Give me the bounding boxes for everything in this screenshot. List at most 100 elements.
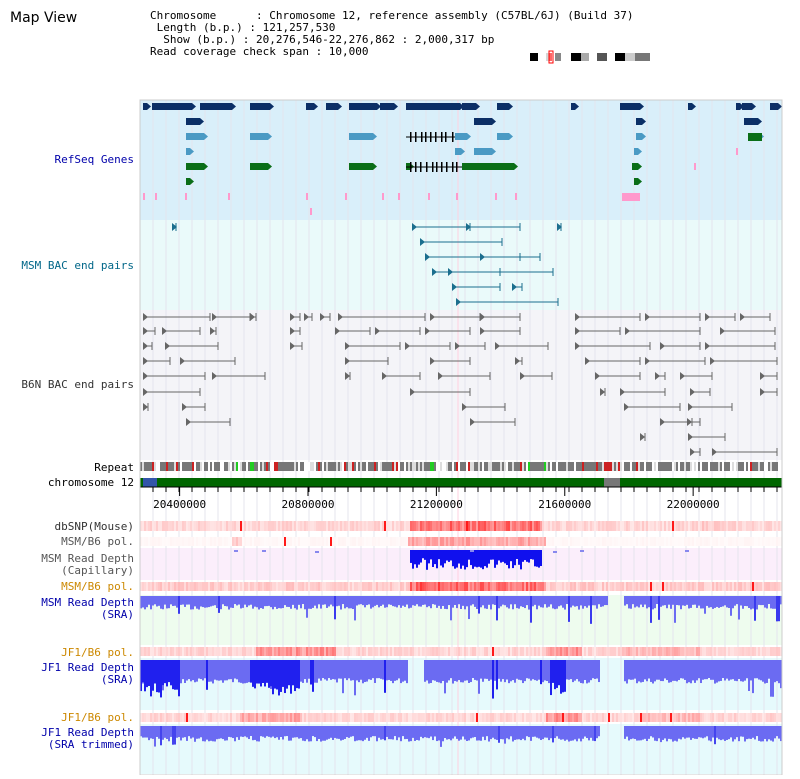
repeat-segment <box>652 462 654 471</box>
msm-b6-pol-strip-2 <box>186 582 188 591</box>
msm-sra-depth-bar <box>320 596 322 609</box>
repeat-segment <box>570 462 572 471</box>
track-label-refseq[interactable]: RefSeq Genes <box>54 153 134 166</box>
jf1-b6-pol-strip-1 <box>430 647 432 656</box>
msm-b6-pol-strip-1 <box>344 537 346 546</box>
track-label-jf1-depth-trim-1[interactable]: JF1 Read Depth <box>41 726 134 739</box>
track-label-chromosome[interactable]: chromosome 12 <box>47 476 134 489</box>
bac-end-arrow <box>143 372 148 380</box>
track-label-repeat[interactable]: Repeat <box>94 461 134 474</box>
msm-sra-depth-bar <box>292 596 294 605</box>
msm-sra-depth-bar <box>406 596 408 605</box>
msm-b6-pol-strip-2 <box>236 582 238 591</box>
msm-b6-pol-strip-1 <box>256 537 258 546</box>
jf1-sra-depth-bar <box>688 660 690 683</box>
msm-b6-pol-strip-2 <box>416 582 418 591</box>
jf1-b6-pol-strip-1 <box>294 647 296 656</box>
msm-sra-depth-bar <box>278 596 280 609</box>
track-label-b6n-bac[interactable]: B6N BAC end pairs <box>21 378 134 391</box>
jf1-sra-depth-bar <box>198 660 200 679</box>
msm-b6-pol-strip-2 <box>420 582 422 591</box>
repeat-segment <box>336 462 338 471</box>
jf1-b6-pol-strip-1 <box>360 647 362 656</box>
track-label-msm-b6-pol-1[interactable]: MSM/B6 pol. <box>61 535 134 548</box>
jf1-sra-depth-bar <box>424 660 426 682</box>
track-label-jf1-b6-pol-2[interactable]: JF1/B6 pol. <box>61 711 134 724</box>
repeat-segment <box>214 462 216 471</box>
jf1-sra-depth-bar <box>572 660 574 683</box>
dbsnp-strip <box>590 521 592 531</box>
jf1-b6-pol-strip-1 <box>250 647 252 656</box>
jf1-sra-peak <box>254 660 256 683</box>
jf1-sra-depth-bar <box>742 660 744 682</box>
jf1-sra-depth-bar <box>386 660 388 681</box>
jf1-trim-depth-bar <box>572 726 574 741</box>
ideogram-band <box>530 53 538 61</box>
msm-b6-pol-strip-1 <box>570 537 572 546</box>
track-label-jf1-depth-sra-1[interactable]: JF1 Read Depth <box>41 661 134 674</box>
track-label-msm-bac[interactable]: MSM BAC end pairs <box>21 259 134 272</box>
track-label-msm-depth-cap-1[interactable]: MSM Read Depth <box>41 552 134 565</box>
msm-b6-pol-strip-1 <box>602 537 604 546</box>
jf1-b6-pol-strip-2 <box>318 713 320 722</box>
jf1-sra-depth-bar <box>536 660 538 681</box>
jf1-trim-depth-bar <box>332 726 334 740</box>
dbsnp-strip <box>310 521 312 531</box>
jf1-b6-pol-strip-2 <box>314 713 316 722</box>
msm-b6-pol-strip-1 <box>424 537 426 546</box>
dbsnp-strip <box>152 521 154 531</box>
repeat-segment <box>470 462 472 471</box>
dbsnp-strip <box>396 521 398 531</box>
bac-end-arrow <box>162 327 167 335</box>
repeat-segment <box>400 462 402 471</box>
jf1-trim-depth-bar <box>680 726 682 740</box>
jf1-b6-pol-strip-2 <box>366 713 368 722</box>
repeat-segment <box>736 462 738 471</box>
jf1-trim-depth-bar <box>558 726 560 739</box>
jf1-b6-pol-strip-2 <box>488 713 490 722</box>
jf1-b6-pol-strip-2 <box>612 713 614 722</box>
track-label-msm-depth-sra-1[interactable]: MSM Read Depth <box>41 596 134 609</box>
msm-b6-pol-strip-2 <box>346 582 348 591</box>
jf1-trim-depth-bar <box>244 726 246 737</box>
msm-b6-pol-strip-1 <box>450 537 452 546</box>
jf1-b6-pol-strip-2 <box>358 713 360 722</box>
repeat-segment <box>232 462 234 471</box>
msm-capillary-depth-bar <box>452 550 454 567</box>
bac-end-arrow <box>448 268 453 276</box>
repeat-segment <box>314 462 316 471</box>
axis-tick-label: 21600000 <box>538 498 591 511</box>
repeat-segment <box>184 462 186 471</box>
jf1-trim-depth-bar <box>320 726 322 742</box>
msm-capillary-depth-bar <box>432 550 434 568</box>
track-label-dbsnp[interactable]: dbSNP(Mouse) <box>54 520 134 533</box>
msm-sra-depth-bar <box>460 596 462 610</box>
msm-sra-depth-bar <box>488 596 490 605</box>
jf1-b6-pol-strip-1 <box>332 647 334 656</box>
msm-b6-pol-strip-2 <box>614 582 616 591</box>
msm-b6-pol-strip-2 <box>470 582 472 591</box>
jf1-trim-depth-bar <box>528 726 530 738</box>
jf1-b6-pol-strip-2 <box>686 713 688 722</box>
msm-sra-depth-bar <box>564 596 566 610</box>
dbsnp-strip <box>204 521 206 531</box>
msm-b6-pol-strip-2 <box>172 582 174 591</box>
jf1-b6-pol-strip-2 <box>232 713 234 722</box>
dbsnp-strip <box>534 521 536 531</box>
track-label-jf1-b6-pol-1[interactable]: JF1/B6 pol. <box>61 646 134 659</box>
jf1-b6-pol-strip-2 <box>286 713 288 722</box>
track-label-msm-b6-pol-2[interactable]: MSM/B6 pol. <box>61 580 134 593</box>
jf1-sra-peak <box>160 660 162 698</box>
jf1-trim-depth-bar <box>638 726 640 741</box>
jf1-sra-depth-bar <box>718 660 720 682</box>
msm-sra-depth-bar <box>534 596 536 605</box>
msm-b6-pol-strip-2 <box>442 582 444 591</box>
jf1-sra-depth-bar <box>202 660 204 681</box>
jf1-b6-pol-strip-2 <box>456 713 458 722</box>
dbsnp-strip <box>722 521 724 531</box>
repeat-segment <box>582 462 584 471</box>
repeat-segment <box>236 462 238 471</box>
jf1-trim-depth-bar <box>252 726 254 741</box>
refseq-gene-row2 <box>474 118 492 125</box>
